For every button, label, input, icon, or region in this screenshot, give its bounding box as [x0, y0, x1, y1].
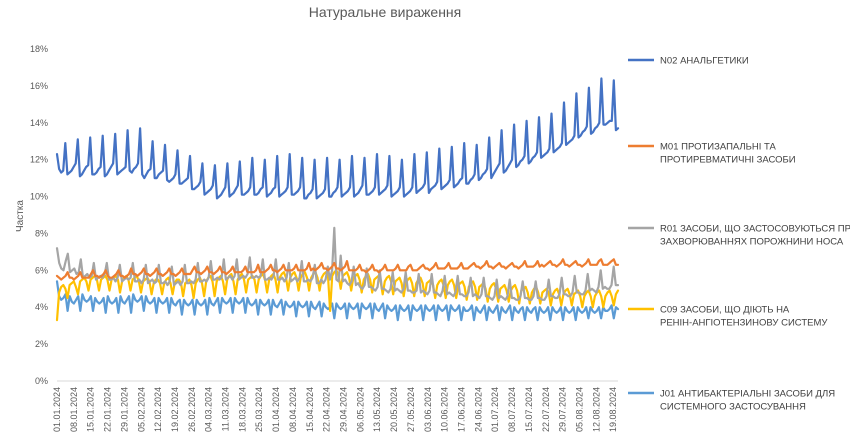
- x-tick-label: 06.05.2024: [355, 387, 365, 432]
- y-tick-label: 2%: [35, 339, 48, 349]
- x-tick-label: 19.08.2024: [608, 387, 618, 432]
- legend-label: C09 ЗАСОБИ, ЩО ДІЮТЬ НА РЕНІН-АНГІОТЕНЗИН…: [660, 305, 828, 329]
- series-lines: [55, 77, 620, 322]
- x-tick-label: 15.01.2024: [86, 387, 96, 432]
- x-tick-label: 15.07.2024: [524, 387, 534, 432]
- x-tick-label: 29.01.2024: [119, 387, 129, 432]
- x-tick-label: 22.04.2024: [322, 387, 332, 432]
- chart-title: Натуральне вираження: [309, 4, 461, 20]
- legend: N02 АНАЛЬГЕТИКИ M01 ПРОТИЗАПАЛЬНІ ТА ПРОТИ…: [628, 56, 850, 413]
- legend-label: N02 АНАЛЬГЕТИКИ: [660, 56, 749, 67]
- y-tick-label: 16%: [30, 81, 48, 91]
- y-tick-label: 10%: [30, 192, 48, 202]
- y-axis-ticks: 0% 2% 4% 6% 8% 10% 12% 14% 16% 18%: [30, 44, 48, 386]
- x-axis-ticks: 01.01.2024 08.01.2024 15.01.2024 22.01.2024…: [52, 387, 618, 432]
- x-tick-label: 22.07.2024: [541, 387, 551, 432]
- x-tick-label: 04.03.2024: [204, 387, 214, 432]
- y-tick-label: 14%: [30, 118, 48, 128]
- x-tick-label: 22.01.2024: [103, 387, 113, 432]
- x-tick-label: 15.04.2024: [305, 387, 315, 432]
- x-tick-label: 24.06.2024: [473, 387, 483, 432]
- series-line-5: [55, 280, 620, 322]
- y-tick-label: 18%: [30, 44, 48, 54]
- x-tick-label: 27.05.2024: [406, 387, 416, 432]
- x-tick-label: 29.07.2024: [558, 387, 568, 432]
- x-tick-label: 25.03.2024: [254, 387, 264, 432]
- x-tick-label: 08.01.2024: [69, 387, 79, 432]
- x-tick-label: 05.02.2024: [136, 387, 146, 432]
- y-tick-label: 6%: [35, 265, 48, 275]
- x-tick-label: 12.08.2024: [591, 387, 601, 432]
- y-tick-label: 4%: [35, 302, 48, 312]
- y-tick-label: 8%: [35, 228, 48, 238]
- x-tick-label: 01.07.2024: [490, 387, 500, 432]
- series-line-1: [55, 77, 620, 200]
- x-tick-label: 18.03.2024: [237, 387, 247, 432]
- legend-label: R01 ЗАСОБИ, ЩО ЗАСТОСОВУЮТЬСЯ ПРИ ЗАХВОРЮ…: [660, 224, 850, 248]
- y-axis-title: Частка: [15, 200, 26, 232]
- x-tick-label: 11.03.2024: [221, 387, 231, 431]
- x-tick-label: 01.04.2024: [271, 387, 281, 432]
- y-tick-label: 0%: [35, 376, 48, 386]
- x-tick-label: 20.05.2024: [389, 387, 399, 432]
- x-tick-label: 01.01.2024: [52, 387, 62, 432]
- x-tick-label: 13.05.2024: [372, 387, 382, 432]
- legend-label: J01 АНТИБАКТЕРІАЛЬНІ ЗАСОБИ ДЛЯ СИСТЕМНОГ…: [660, 389, 835, 413]
- legend-label: M01 ПРОТИЗАПАЛЬНІ ТА ПРОТИРЕВМАТИЧНІ ЗАСО…: [660, 142, 796, 166]
- x-tick-label: 19.02.2024: [170, 387, 180, 432]
- x-tick-label: 08.07.2024: [507, 387, 517, 432]
- x-tick-label: 10.06.2024: [440, 387, 450, 432]
- x-tick-label: 12.02.2024: [153, 387, 163, 432]
- x-tick-label: 17.06.2024: [456, 387, 466, 432]
- x-tick-label: 26.02.2024: [187, 387, 197, 432]
- y-tick-label: 12%: [30, 155, 48, 165]
- series-line-2: [55, 258, 620, 281]
- x-tick-label: 03.06.2024: [423, 387, 433, 432]
- series-line-3: [55, 226, 620, 301]
- x-tick-label: 29.04.2024: [339, 387, 349, 432]
- x-tick-label: 08.04.2024: [288, 387, 298, 432]
- x-tick-label: 05.08.2024: [574, 387, 584, 432]
